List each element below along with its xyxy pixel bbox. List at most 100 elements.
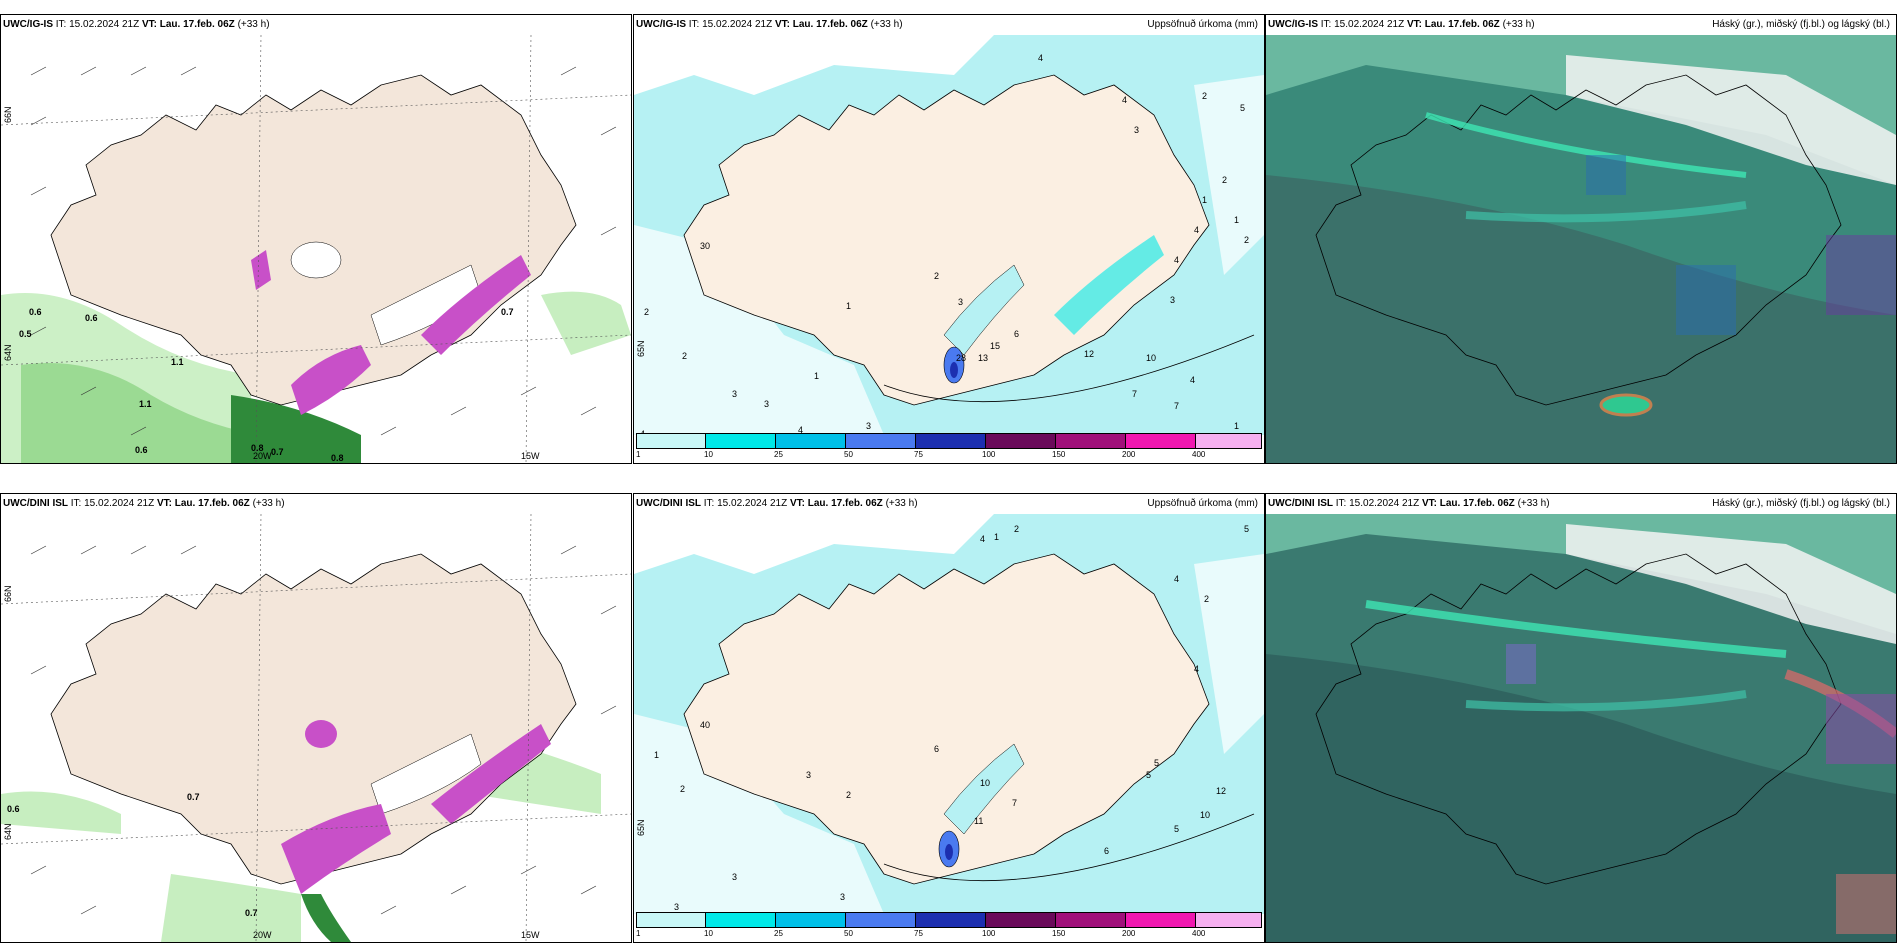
colorbar-tick: 50 [844, 450, 853, 459]
precip-number: 4 [1190, 375, 1196, 385]
precip-number: 3 [866, 421, 872, 431]
precip-number: 6 [934, 744, 940, 754]
wind-panel-row2: UWC/DINI ISL IT: 15.02.2024 21Z VT: Lau.… [0, 493, 632, 943]
colorbar-tick: 200 [1122, 450, 1136, 459]
precip-title: Uppsöfnuð úrkoma (mm) [1147, 498, 1258, 509]
colorbar-tick: 200 [1122, 929, 1136, 938]
wind-value: 0.6 [29, 307, 42, 317]
precip-number: 5 [1146, 770, 1152, 780]
precip-number: 2 [1204, 594, 1210, 604]
colorbar-tick: 150 [1052, 450, 1066, 459]
precip-number: 3 [674, 902, 680, 912]
panel-header: UWC/DINI ISL IT: 15.02.2024 21Z VT: Lau.… [1268, 498, 1550, 509]
colorbar-tick: 25 [774, 929, 783, 938]
cloud-map [1266, 35, 1896, 463]
precip-title: Uppsöfnuð úrkoma (mm) [1147, 19, 1258, 30]
wind-value: 0.7 [271, 447, 284, 457]
wind-value: 0.7 [501, 307, 514, 317]
precip-number: 1 [994, 532, 1000, 542]
colorbar-tick: 1 [636, 450, 641, 459]
precip-number: 4 [1122, 95, 1128, 105]
cloud-title: Háský (gr.), miðský (fj.bl.) og lágský (… [1712, 19, 1890, 30]
precip-number: 3 [732, 389, 738, 399]
precip-number: 1 [1234, 421, 1240, 431]
precip-number: 28 [956, 353, 967, 363]
colorbar-tick: 400 [1192, 929, 1206, 938]
precip-number: 3 [958, 297, 964, 307]
precip-number: 2 [680, 784, 686, 794]
cloud-title: Háský (gr.), miðský (fj.bl.) og lágský (… [1712, 498, 1890, 509]
precip-number: 4 [1038, 53, 1044, 63]
precip-number: 4 [1194, 664, 1200, 674]
precip-number: 2 [644, 307, 650, 317]
precip-panel-row1: UWC/IG-IS IT: 15.02.2024 21Z VT: Lau. 17… [633, 14, 1265, 464]
precip-number: 3 [732, 872, 738, 882]
lon-label: 20W [253, 451, 272, 461]
panel-header: UWC/DINI ISL IT: 15.02.2024 21Z VT: Lau.… [3, 498, 285, 509]
wind-panel-row1: UWC/IG-IS IT: 15.02.2024 21Z VT: Lau. 17… [0, 14, 632, 464]
precip-number: 4 [980, 534, 986, 544]
precip-number: 10 [1146, 353, 1157, 363]
precip-number: 1 [814, 371, 820, 381]
lon-label: 15W [521, 451, 540, 461]
precip-number: 13 [978, 353, 989, 363]
precip-number: 1 [654, 750, 660, 760]
wind-map: 0.6 0.7 0.7 [1, 514, 631, 942]
precip-number: 4 [798, 425, 804, 435]
colorbar-tick: 10 [704, 929, 713, 938]
colorbar-tick: 75 [914, 929, 923, 938]
precip-number: 4 [1194, 225, 1200, 235]
precip-number: 1 [1202, 195, 1208, 205]
precip-number: 7 [1132, 389, 1138, 399]
colorbar-tick: 50 [844, 929, 853, 938]
colorbar-tick: 400 [1192, 450, 1206, 459]
precip-number: 40 [700, 720, 711, 730]
colorbar-tick: 1 [636, 929, 641, 938]
precip-number: 12 [1084, 349, 1095, 359]
wind-map: 0.6 0.6 0.5 1.1 0.6 0.8 0.7 0.8 1.1 0.7 [1, 35, 631, 463]
precip-number: 15 [990, 341, 1001, 351]
lat-label: 64N [3, 823, 13, 840]
cloud-panel-row2: UWC/DINI ISL IT: 15.02.2024 21Z VT: Lau.… [1265, 493, 1897, 943]
precip-number: 2 [1014, 524, 1020, 534]
precip-number: 3 [1170, 295, 1176, 305]
wind-value: 0.8 [331, 453, 344, 463]
colorbar-tick: 10 [704, 450, 713, 459]
precip-number: 2 [934, 271, 940, 281]
precip-number: 6 [1104, 846, 1110, 856]
precip-number: 7 [1012, 798, 1018, 808]
precip-number: 7 [1174, 401, 1180, 411]
wind-value: 0.5 [19, 329, 32, 339]
colorbar-tick: 100 [982, 929, 996, 938]
precip-number: 11 [974, 816, 984, 826]
precip-number: 6 [1014, 329, 1020, 339]
wind-value: 0.8 [251, 443, 264, 453]
wind-value: 0.6 [135, 445, 148, 455]
precip-number: 12 [1216, 786, 1227, 796]
colorbar-tick: 150 [1052, 929, 1066, 938]
precip-number: 2 [1222, 175, 1228, 185]
precip-number: 2 [846, 790, 852, 800]
precip-number: 5 [1240, 103, 1246, 113]
precip-number: 30 [700, 241, 711, 251]
lat-label: 66N [3, 106, 13, 123]
wind-value: 0.7 [245, 908, 258, 918]
precip-number: 1 [1234, 215, 1240, 225]
precip-number: 1 [846, 301, 852, 311]
precip-map [634, 35, 1264, 435]
precip-colorbar: 1 10 25 50 75 100 150 200 400 [636, 433, 1262, 461]
colorbar-tick: 100 [982, 450, 996, 459]
precip-number: 2 [1244, 235, 1250, 245]
precip-number: 3 [1134, 125, 1140, 135]
precip-map [634, 514, 1264, 914]
wind-value: 1.1 [171, 357, 184, 367]
wind-value: 0.6 [85, 313, 98, 323]
precip-number: 3 [806, 770, 812, 780]
lat-label: 65N [636, 819, 646, 836]
panel-header: UWC/IG-IS IT: 15.02.2024 21Z VT: Lau. 17… [3, 19, 270, 30]
precip-colorbar: 1 10 25 50 75 100 150 200 400 [636, 912, 1262, 940]
lon-label: 15W [521, 930, 540, 940]
panel-header: UWC/IG-IS IT: 15.02.2024 21Z VT: Lau. 17… [636, 19, 903, 30]
cloud-map [1266, 514, 1896, 942]
panel-header: UWC/IG-IS IT: 15.02.2024 21Z VT: Lau. 17… [1268, 19, 1535, 30]
